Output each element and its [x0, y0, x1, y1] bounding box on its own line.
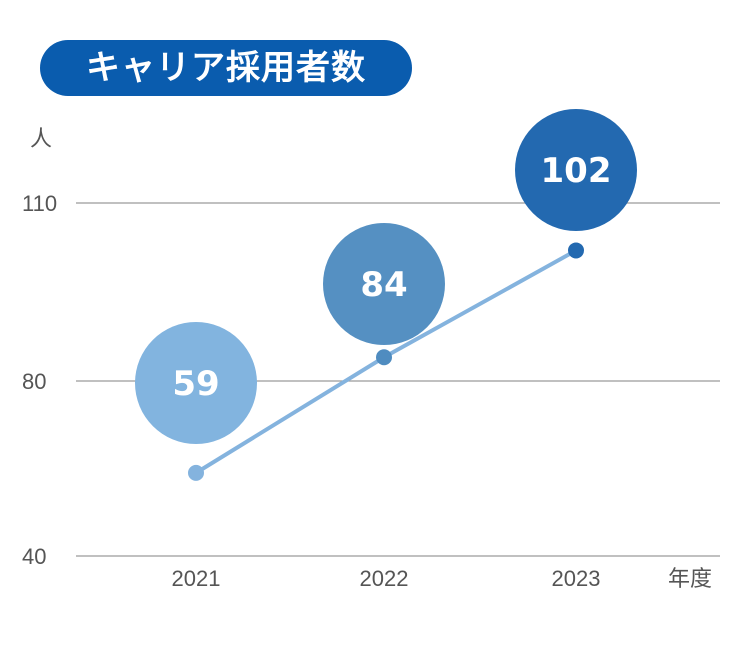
y-tick-label-40: 40 — [22, 544, 46, 569]
data-point-2023 — [568, 242, 584, 259]
series-line-layer — [188, 242, 584, 481]
y-tick-label-80: 80 — [22, 369, 46, 394]
data-label-2023: 102 — [541, 151, 612, 191]
data-point-2021 — [188, 464, 204, 481]
chart-title: キャリア採用者数 — [40, 40, 412, 96]
x-tick-label-2021: 2021 — [172, 566, 221, 591]
y-tick-label-110: 110 — [22, 191, 57, 216]
x-tick-label-2022: 2022 — [360, 566, 409, 591]
x-tick-label-2023: 2023 — [552, 566, 601, 591]
y-tick-labels: 40 80 110 — [22, 191, 57, 569]
value-bubble-2023 — [515, 109, 637, 231]
data-point-2022 — [376, 349, 392, 366]
value-bubble-2021 — [135, 322, 257, 444]
data-label-2021: 59 — [172, 364, 219, 404]
x-axis-unit-label: 年度 — [668, 566, 712, 591]
y-axis-unit-label: 人 — [30, 126, 52, 151]
value-bubble-2022 — [323, 223, 445, 345]
data-label-2022: 84 — [360, 265, 407, 305]
value-bubbles: 59 84 102 — [135, 109, 637, 444]
x-tick-labels: 2021 2022 2023 — [172, 566, 601, 591]
